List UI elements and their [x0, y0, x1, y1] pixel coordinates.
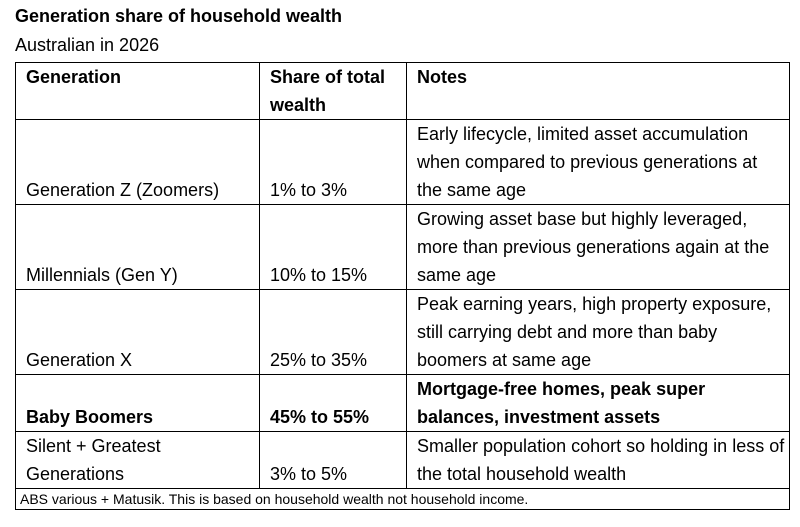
table-cell: Peak earning years, high property exposu…: [406, 289, 790, 375]
table-cell: Smaller population cohort so holding in …: [406, 431, 790, 489]
table-body: Generation Z (Zoomers) 1% to 3% Early life…: [15, 119, 790, 510]
table-row: Generation X 25% to 35% Peak earning years…: [15, 289, 790, 375]
table-cell: Silent + Greatest Generations: [15, 431, 260, 489]
table-cell: Millennials (Gen Y): [15, 204, 260, 290]
table-row: Millennials (Gen Y) 10% to 15% Growing ass…: [15, 204, 790, 290]
footer-note: ABS various + Matusik. This is based on …: [15, 488, 790, 510]
table: Generation Share of total wealth Notes Gen…: [15, 62, 790, 510]
table-cell: 10% to 15%: [259, 204, 407, 290]
title: Generation share of household wealth: [15, 6, 343, 26]
table-cell: 25% to 35%: [259, 289, 407, 375]
table-cell: Growing asset base but highly leveraged,…: [406, 204, 790, 290]
header-cell: Share of total wealth: [259, 62, 407, 120]
table-cell: 45% to 55%: [259, 374, 407, 432]
table-row: Silent + Greatest Generations 3% to 5% Sma…: [15, 431, 790, 489]
table-cell: Early lifecycle, limited asset accumulat…: [406, 119, 790, 205]
header-cell: Generation: [15, 62, 260, 120]
table-cell: 3% to 5%: [259, 431, 407, 489]
header-cell: Notes: [406, 62, 790, 120]
table-cell: Baby Boomers: [15, 374, 260, 432]
table-cell: Mortgage-free homes, peak super balances…: [406, 374, 790, 432]
subtitle: Australian in 2026: [15, 35, 160, 55]
table-row: Baby Boomers 45% to 55% Mortgage-free home…: [15, 374, 790, 432]
footer-row: ABS various + Matusik. This is based on …: [15, 488, 790, 510]
table-cell: 1% to 3%: [259, 119, 407, 205]
table-row: Generation Z (Zoomers) 1% to 3% Early life…: [15, 119, 790, 205]
header-row: Generation Share of total wealth Notes: [15, 62, 790, 120]
table-cell: Generation X: [15, 289, 260, 375]
table-cell: Generation Z (Zoomers): [15, 119, 260, 205]
